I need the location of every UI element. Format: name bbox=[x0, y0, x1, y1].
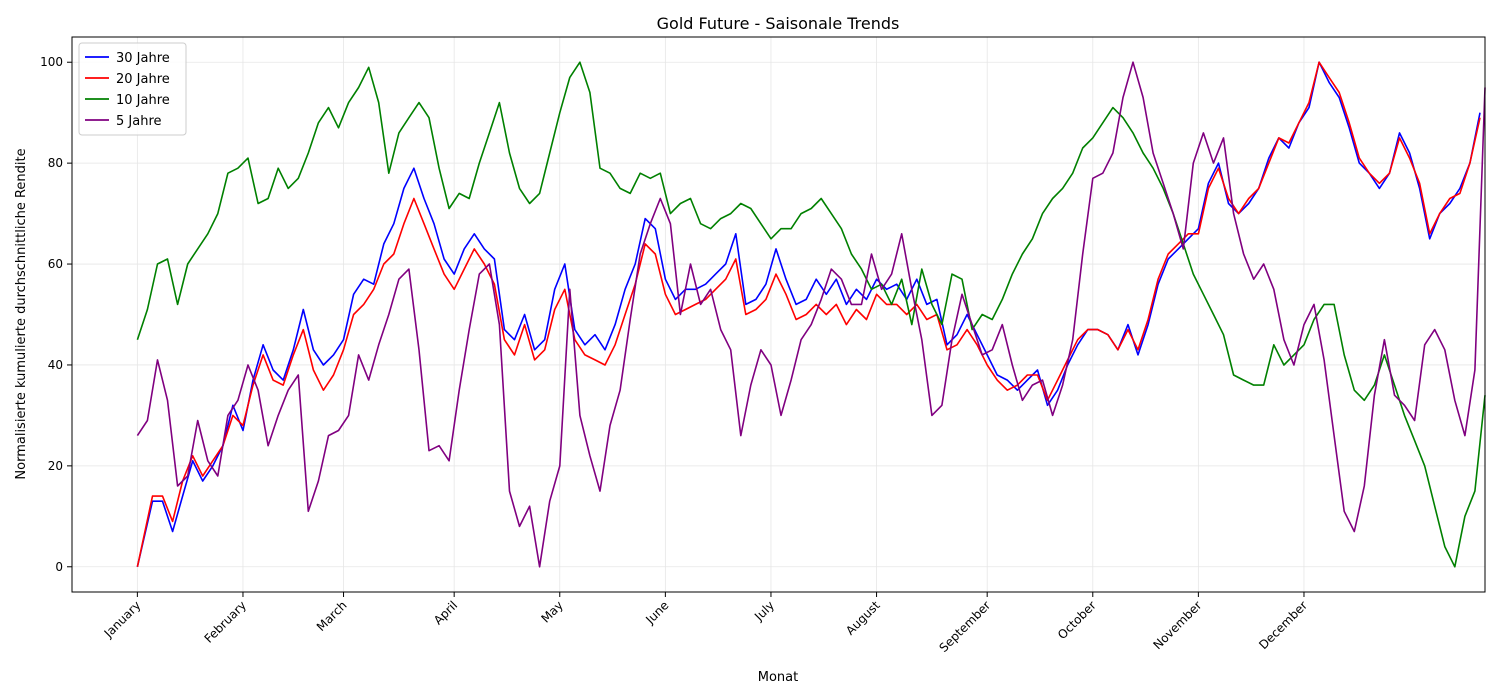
y-tick-label: 20 bbox=[48, 459, 63, 473]
plot-area-frame bbox=[71, 36, 1486, 593]
series-group bbox=[136, 61, 1486, 568]
grid bbox=[72, 37, 1485, 592]
y-tick-label: 40 bbox=[48, 358, 63, 372]
series-line-2 bbox=[136, 61, 1481, 567]
legend-box bbox=[78, 42, 187, 136]
chart-title: Gold Future - Saisonale Trends bbox=[657, 14, 900, 33]
legend-label: 20 Jahre bbox=[116, 72, 170, 87]
y-tick-label: 80 bbox=[48, 156, 63, 170]
series-line-3 bbox=[136, 61, 1486, 568]
y-tick-label: 0 bbox=[55, 560, 63, 574]
legend: 30 Jahre 20 Jahre 10 Jahre 5 Jahre bbox=[78, 42, 187, 136]
legend-label: 30 Jahre bbox=[116, 51, 170, 66]
y-tick-label: 100 bbox=[40, 55, 63, 69]
x-axis-label: Monat bbox=[758, 670, 798, 685]
series-line-4 bbox=[136, 61, 1486, 568]
y-axis-label: Normalisierte kumulierte durchschnittlic… bbox=[14, 148, 29, 479]
y-tick-label: 60 bbox=[48, 257, 63, 271]
y-axis: 0 20 40 60 80 100 bbox=[40, 55, 72, 574]
legend-label: 10 Jahre bbox=[116, 93, 170, 108]
legend-label: 5 Jahre bbox=[116, 114, 162, 129]
